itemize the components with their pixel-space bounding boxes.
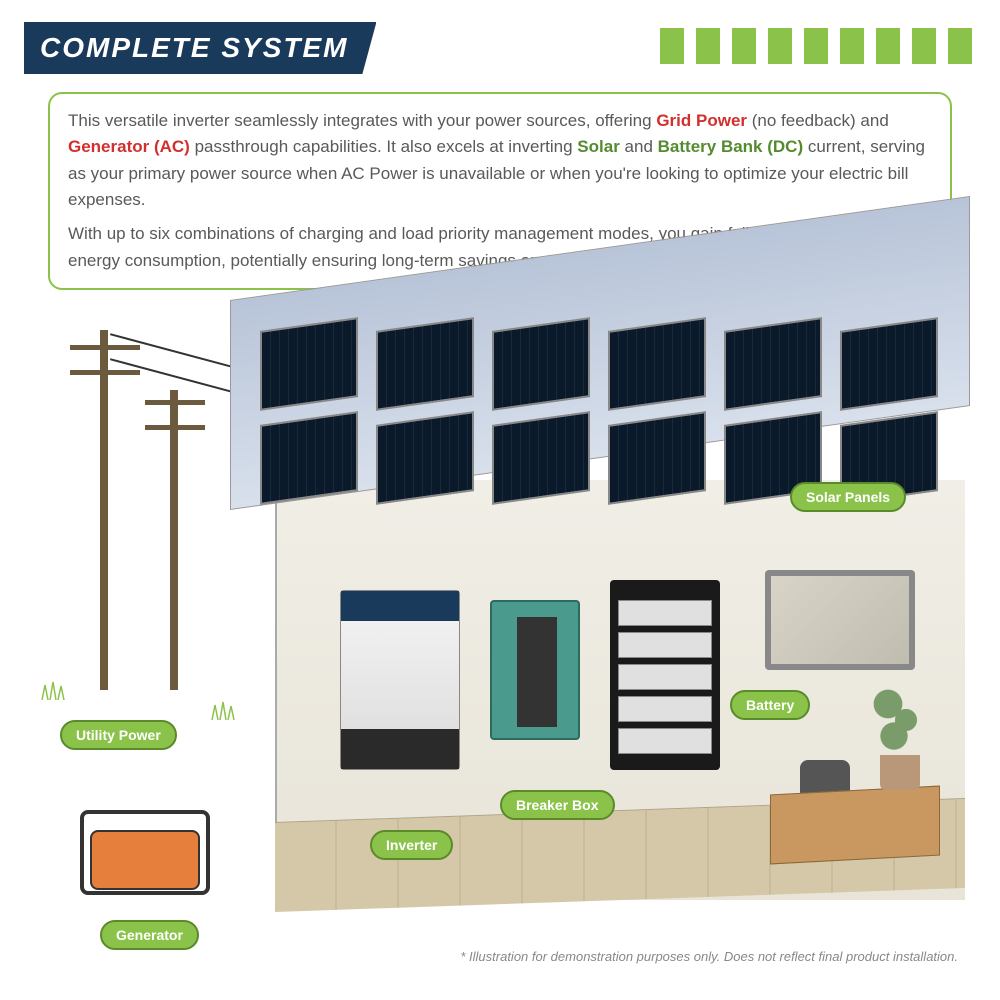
label-generator: Generator (100, 920, 199, 950)
breaker-box-icon (490, 600, 580, 740)
solar-panel-icon (608, 411, 706, 505)
battery-slot-icon (618, 696, 712, 722)
solar-panel-icon (840, 317, 938, 411)
solar-panel-icon (260, 411, 358, 505)
description-p1: This versatile inverter seamlessly integ… (68, 108, 932, 213)
label-breaker-box: Breaker Box (500, 790, 615, 820)
inverter-icon (340, 590, 460, 770)
grass-icon (40, 680, 70, 700)
accent-bar (876, 28, 900, 64)
label-utility-power: Utility Power (60, 720, 177, 750)
highlight-solar: Solar (577, 137, 620, 156)
label-inverter: Inverter (370, 830, 453, 860)
solar-panel-icon (492, 411, 590, 505)
accent-bar (732, 28, 756, 64)
label-battery: Battery (730, 690, 810, 720)
solar-panel-icon (724, 317, 822, 411)
utility-pole-icon (170, 390, 178, 690)
header-accent-bars (660, 28, 972, 64)
desk-icon (770, 786, 940, 865)
accent-bar (696, 28, 720, 64)
utility-pole-icon (100, 330, 108, 690)
highlight-grid-power: Grid Power (656, 111, 747, 130)
accent-bar (840, 28, 864, 64)
label-solar-panels: Solar Panels (790, 482, 906, 512)
header-title: COMPLETE SYSTEM (24, 22, 376, 74)
plant-icon (870, 680, 930, 790)
battery-slot-icon (618, 632, 712, 658)
generator-icon (80, 810, 210, 905)
grass-icon (210, 700, 240, 720)
crossarm-icon (145, 425, 205, 430)
accent-bar (660, 28, 684, 64)
accent-bar (948, 28, 972, 64)
highlight-generator-ac: Generator (AC) (68, 137, 190, 156)
accent-bar (768, 28, 792, 64)
battery-slot-icon (618, 728, 712, 754)
system-diagram: Solar Panels Utility Power Battery Break… (0, 300, 1000, 1000)
battery-rack-icon (610, 580, 720, 770)
solar-panel-icon (376, 317, 474, 411)
battery-slot-icon (618, 664, 712, 690)
solar-panel-icon (492, 317, 590, 411)
window-icon (765, 570, 915, 670)
solar-panel-icon (376, 411, 474, 505)
solar-panel-icon (260, 317, 358, 411)
highlight-battery-bank: Battery Bank (DC) (658, 137, 803, 156)
accent-bar (804, 28, 828, 64)
solar-panel-icon (608, 317, 706, 411)
footnote-text: * Illustration for demonstration purpose… (460, 949, 958, 964)
crossarm-icon (70, 370, 140, 375)
battery-slot-icon (618, 600, 712, 626)
crossarm-icon (145, 400, 205, 405)
crossarm-icon (70, 345, 140, 350)
accent-bar (912, 28, 936, 64)
